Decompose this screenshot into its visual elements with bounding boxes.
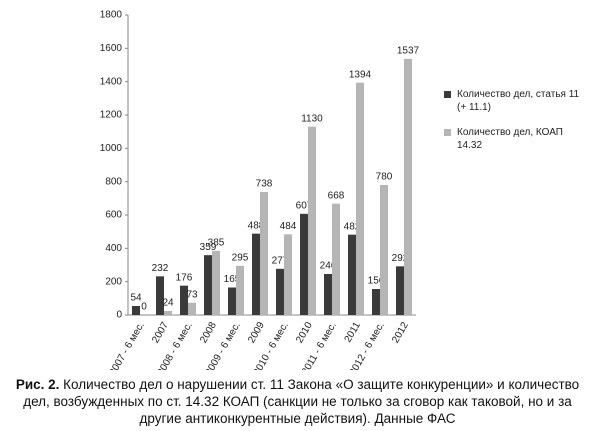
x-tick-label: 2010 bbox=[294, 320, 315, 345]
value-label: 359 bbox=[200, 242, 217, 253]
bar bbox=[132, 306, 140, 315]
caption-text: Количество дел о нарушении ст. 11 Закона… bbox=[23, 377, 580, 426]
bar bbox=[380, 185, 388, 315]
bar bbox=[204, 255, 212, 315]
value-label: 780 bbox=[376, 172, 393, 183]
bar bbox=[212, 250, 220, 315]
x-tick-label: 2011 bbox=[343, 320, 363, 345]
value-label: 277 bbox=[272, 255, 289, 266]
bar bbox=[164, 311, 172, 315]
bar bbox=[188, 302, 196, 315]
y-tick-label: 200 bbox=[105, 276, 122, 287]
bar bbox=[396, 266, 404, 315]
value-label: 668 bbox=[328, 190, 345, 201]
legend-swatch bbox=[444, 129, 451, 136]
bar bbox=[236, 265, 244, 315]
y-tick-label: 800 bbox=[105, 176, 122, 187]
y-tick-label: 1400 bbox=[100, 76, 123, 87]
value-label: 1130 bbox=[301, 113, 323, 124]
value-label: 385 bbox=[208, 237, 225, 248]
bar bbox=[156, 276, 164, 315]
bar bbox=[348, 234, 356, 315]
chart: 0 200 400 600 800 1000 1200 1400 1600 1800 2007 - … bbox=[100, 10, 420, 378]
bar bbox=[372, 289, 380, 315]
y-tick-label: 1200 bbox=[100, 110, 123, 121]
bar bbox=[260, 192, 268, 315]
value-label: 295 bbox=[232, 252, 249, 263]
value-label: 1394 bbox=[349, 69, 372, 80]
value-label: 73 bbox=[186, 289, 198, 300]
bar bbox=[324, 274, 332, 315]
value-label: 232 bbox=[152, 263, 169, 274]
value-label: 482 bbox=[344, 221, 361, 232]
y-tick-label: 600 bbox=[105, 210, 122, 221]
bar bbox=[252, 233, 260, 315]
bar bbox=[276, 268, 284, 315]
bar bbox=[284, 234, 292, 315]
legend-swatch bbox=[444, 91, 451, 98]
value-label: 176 bbox=[176, 272, 193, 283]
y-tick-label: 400 bbox=[105, 243, 122, 254]
x-tick-label: 2007 bbox=[150, 320, 171, 345]
bar bbox=[332, 203, 340, 315]
x-tick-label: 2007 - 6 мес. bbox=[108, 320, 147, 370]
legend-label: Количество дел, статья 11 (+ 11.1) bbox=[457, 89, 580, 113]
value-label: 54 bbox=[130, 293, 142, 304]
y-tick-label: 1800 bbox=[100, 10, 123, 21]
legend-item: Количество дел, статья 11 (+ 11.1) bbox=[444, 88, 587, 114]
bar bbox=[404, 58, 412, 315]
x-tick-label: 2008 bbox=[198, 320, 219, 345]
legend-item: Количество дел, КОАП 14.32 bbox=[444, 126, 587, 152]
value-label: 488 bbox=[248, 220, 265, 231]
caption-label: Рис. 2. bbox=[15, 377, 60, 392]
value-label: 0 bbox=[141, 302, 147, 313]
value-label: 246 bbox=[320, 261, 337, 272]
value-label: 156 bbox=[368, 276, 385, 287]
bar bbox=[228, 287, 236, 315]
y-tick-label: 1000 bbox=[100, 143, 123, 154]
value-label: 738 bbox=[256, 179, 273, 190]
value-label: 607 bbox=[296, 200, 313, 211]
bar bbox=[308, 126, 316, 316]
x-tick-label: 2009 bbox=[246, 320, 267, 345]
value-label: 1537 bbox=[397, 45, 420, 56]
legend-label: Количество дел, КОАП 14.32 bbox=[457, 127, 563, 151]
bar bbox=[180, 285, 188, 315]
value-label: 292 bbox=[392, 253, 409, 264]
bar bbox=[356, 82, 364, 316]
value-label: 484 bbox=[280, 221, 297, 232]
value-label: 24 bbox=[162, 298, 174, 309]
y-tick-label: 0 bbox=[116, 310, 122, 321]
x-tick-label: 2012 bbox=[390, 320, 411, 345]
value-label: 165 bbox=[224, 274, 241, 285]
y-tick-label: 1600 bbox=[100, 43, 123, 54]
caption: Рис. 2. Количество дел о нарушении ст. 1… bbox=[10, 376, 585, 427]
bar bbox=[300, 213, 308, 315]
